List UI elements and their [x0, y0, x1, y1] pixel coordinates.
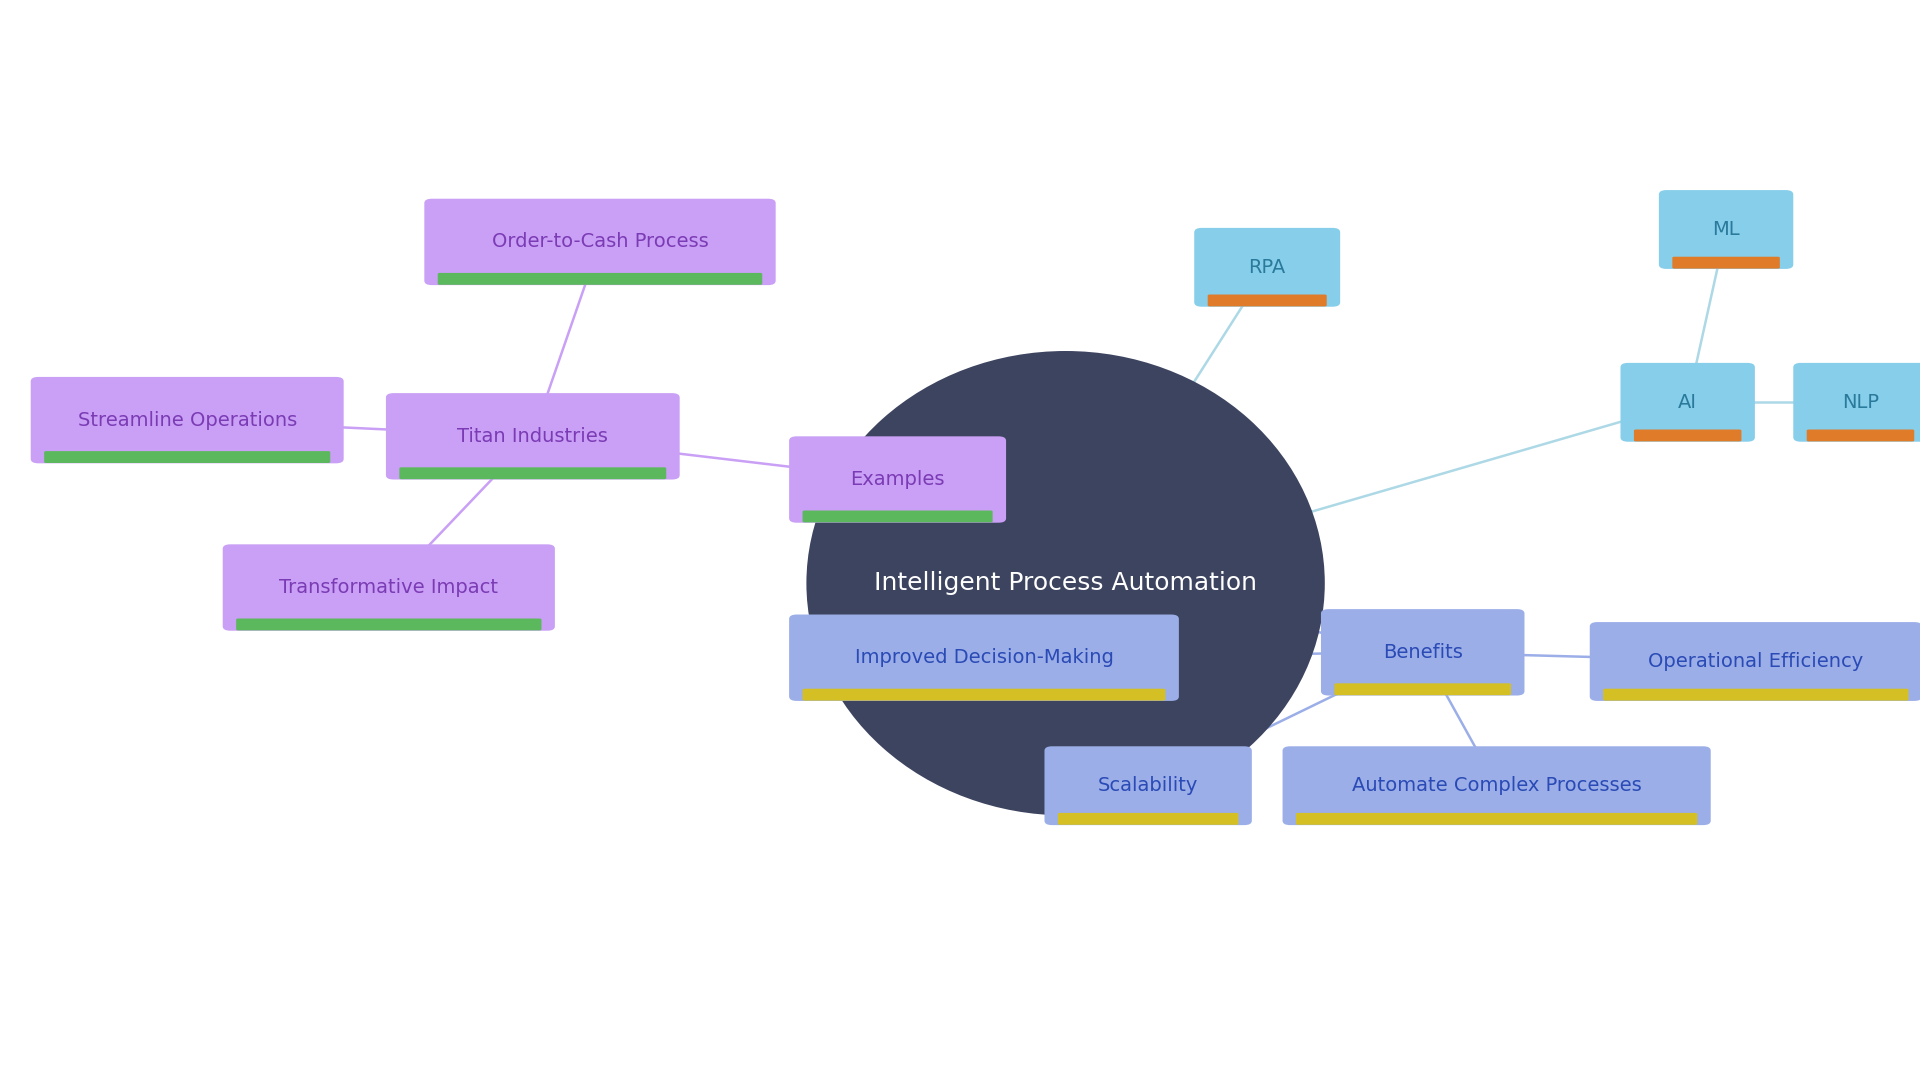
FancyBboxPatch shape: [1672, 257, 1780, 269]
FancyBboxPatch shape: [1194, 228, 1340, 307]
Text: Improved Decision-Making: Improved Decision-Making: [854, 648, 1114, 667]
FancyBboxPatch shape: [1620, 363, 1755, 442]
FancyBboxPatch shape: [31, 377, 344, 463]
Text: RPA: RPA: [1248, 258, 1286, 276]
FancyBboxPatch shape: [803, 689, 1165, 701]
FancyBboxPatch shape: [1058, 813, 1238, 825]
FancyBboxPatch shape: [223, 544, 555, 631]
FancyBboxPatch shape: [424, 199, 776, 285]
FancyBboxPatch shape: [789, 615, 1179, 701]
FancyBboxPatch shape: [1283, 746, 1711, 825]
Text: Order-to-Cash Process: Order-to-Cash Process: [492, 232, 708, 252]
FancyBboxPatch shape: [1590, 622, 1920, 701]
FancyBboxPatch shape: [1334, 684, 1511, 696]
FancyBboxPatch shape: [1044, 746, 1252, 825]
FancyBboxPatch shape: [803, 511, 993, 523]
FancyBboxPatch shape: [1208, 295, 1327, 307]
Text: Automate Complex Processes: Automate Complex Processes: [1352, 777, 1642, 795]
FancyBboxPatch shape: [1793, 363, 1920, 442]
Text: NLP: NLP: [1841, 393, 1880, 411]
FancyBboxPatch shape: [236, 619, 541, 631]
FancyBboxPatch shape: [1296, 813, 1697, 825]
FancyBboxPatch shape: [399, 468, 666, 480]
FancyBboxPatch shape: [1634, 430, 1741, 442]
FancyBboxPatch shape: [386, 393, 680, 480]
FancyBboxPatch shape: [44, 451, 330, 463]
FancyBboxPatch shape: [1807, 430, 1914, 442]
Text: Streamline Operations: Streamline Operations: [77, 410, 298, 430]
FancyBboxPatch shape: [789, 436, 1006, 523]
Text: Titan Industries: Titan Industries: [457, 427, 609, 446]
Text: Scalability: Scalability: [1098, 777, 1198, 795]
Text: ML: ML: [1713, 220, 1740, 239]
Text: Benefits: Benefits: [1382, 643, 1463, 662]
Ellipse shape: [806, 351, 1325, 815]
Text: Operational Efficiency: Operational Efficiency: [1647, 652, 1864, 671]
Text: Examples: Examples: [851, 470, 945, 489]
FancyBboxPatch shape: [438, 273, 762, 285]
FancyBboxPatch shape: [1603, 689, 1908, 701]
FancyBboxPatch shape: [1321, 609, 1524, 696]
Text: Intelligent Process Automation: Intelligent Process Automation: [874, 571, 1258, 595]
Text: AI: AI: [1678, 393, 1697, 411]
Text: Transformative Impact: Transformative Impact: [278, 578, 499, 597]
FancyBboxPatch shape: [1659, 190, 1793, 269]
